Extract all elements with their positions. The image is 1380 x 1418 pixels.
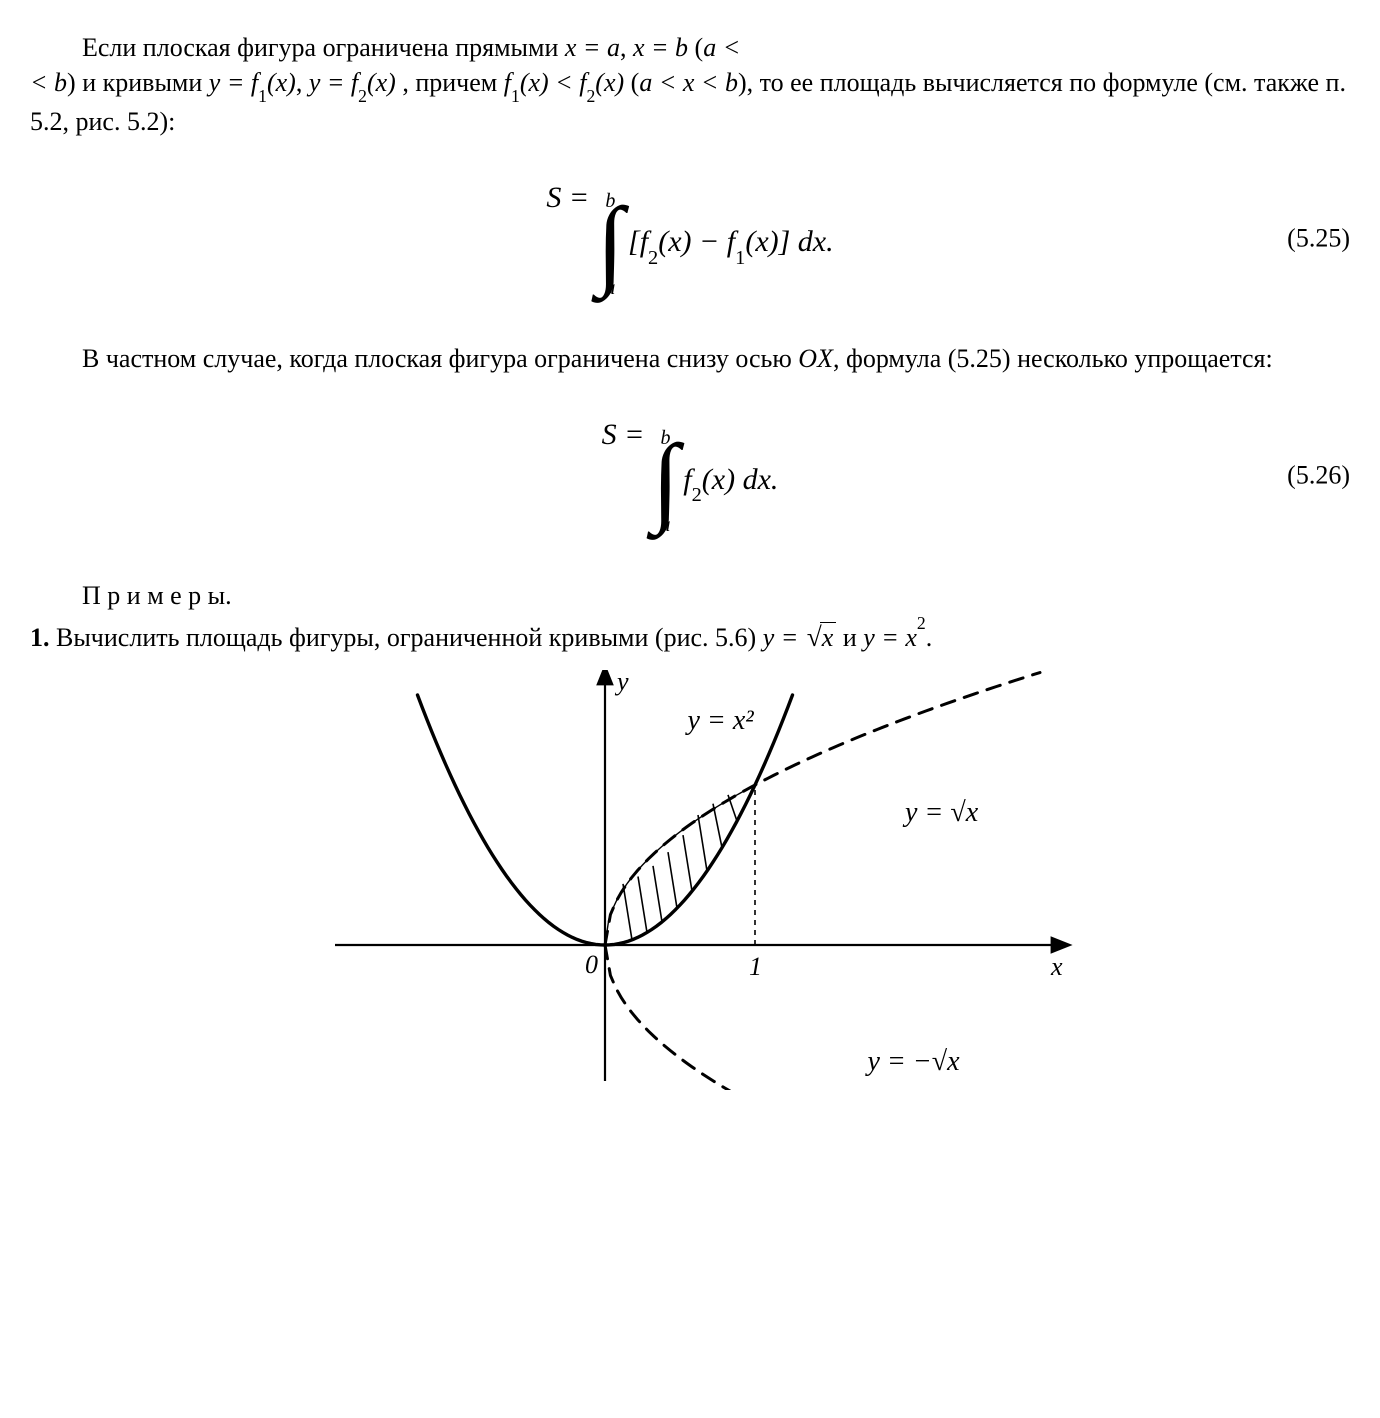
paragraph-1: Если плоская фигура ограничена прямыми x… — [30, 30, 1350, 139]
svg-text:y = −√x: y = −√x — [865, 1046, 961, 1077]
inline-a-lt: a < — [703, 33, 740, 62]
svg-text:y: y — [614, 670, 629, 696]
svg-text:y = x²: y = x² — [685, 705, 755, 736]
inline-lt-b: < b — [30, 68, 67, 97]
inline-axb: a < x < b — [639, 68, 738, 97]
example-1: 1. Вычислить площадь фигуры, ограниченно… — [30, 619, 1350, 656]
eq2-expr: S = b ∫ a f2(x) dx. — [602, 415, 779, 535]
integral-icon: ∫ — [597, 205, 624, 280]
paren-close: ) — [67, 68, 76, 97]
comma: , — [620, 33, 633, 62]
inline-x-eq-a: x = a — [565, 33, 620, 62]
p1-text-b: и кривыми — [82, 68, 209, 97]
svg-text:0: 0 — [585, 950, 598, 979]
inline-x-eq-b: x = b — [633, 33, 688, 62]
paren-open: ( — [695, 33, 704, 62]
figure-svg: y x 0 1 y = x² y = √x y = −√x — [305, 670, 1075, 1090]
example-1-text: Вычислить площадь фигуры, ограниченной к… — [56, 623, 763, 652]
eq2-number: (5.26) — [1287, 458, 1350, 493]
svg-text:x: x — [1050, 952, 1063, 981]
inline-f1-lt-f2: f1(x) < f2(x) — [504, 68, 624, 97]
svg-text:y = √x: y = √x — [902, 797, 979, 828]
p1-text-c: , причем — [402, 68, 503, 97]
inline-y-x2: y = x2 — [863, 623, 925, 652]
eq1-expr: S = b ∫ a [f2(x) − f1(x)] dx. — [546, 178, 833, 298]
integral-icon: ∫ — [652, 442, 679, 517]
equation-5-26: S = b ∫ a f2(x) dx. (5.26) — [30, 400, 1350, 550]
inline-y-sqrt-x: y = √x — [763, 623, 843, 652]
svg-text:1: 1 — [749, 952, 762, 981]
example-1-and: и — [843, 623, 863, 652]
example-1-number: 1. — [30, 623, 50, 652]
inline-y-f2: y = f2(x) — [309, 68, 396, 97]
inline-ox: OX — [798, 344, 833, 373]
paragraph-2: В частном случае, когда плоская фигура о… — [30, 341, 1350, 376]
inline-y-f1: y = f1(x) — [209, 68, 296, 97]
equation-5-25: S = b ∫ a [f2(x) − f1(x)] dx. (5.25) — [30, 163, 1350, 313]
eq1-number: (5.25) — [1287, 221, 1350, 256]
p2-text-a: В частном случае, когда плоская фигура о… — [82, 344, 798, 373]
p1-text-a: Если плоская фигура ограничена прямыми — [82, 33, 565, 62]
p2-text-b: , формула (5.25) несколько упрощается: — [833, 344, 1273, 373]
examples-heading: П р и м е р ы. — [30, 578, 1350, 613]
figure-5-6: y x 0 1 y = x² y = √x y = −√x — [30, 670, 1350, 1090]
